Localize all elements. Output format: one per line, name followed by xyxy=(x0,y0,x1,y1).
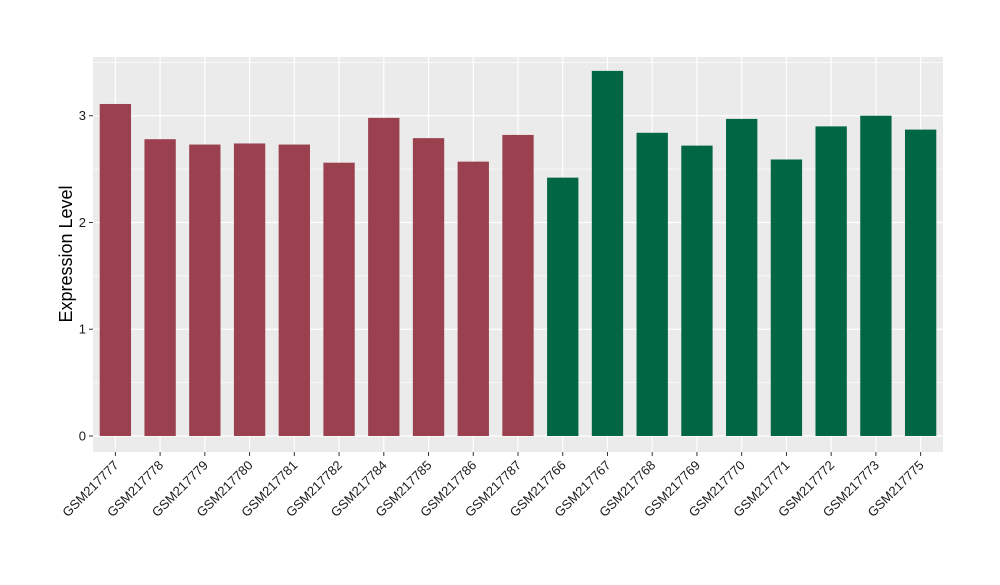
y-tick-label: 1 xyxy=(79,322,86,337)
bar xyxy=(368,117,400,436)
bar xyxy=(144,139,176,436)
bar xyxy=(636,132,668,436)
bar xyxy=(189,144,221,436)
bar xyxy=(412,138,445,436)
bar xyxy=(726,118,758,436)
bars xyxy=(99,70,937,436)
bar xyxy=(233,143,266,436)
y-axis-label: Expression Level xyxy=(56,185,76,322)
bar xyxy=(278,144,310,436)
bar xyxy=(457,161,489,436)
bar xyxy=(547,177,579,436)
y-tick-label: 0 xyxy=(79,428,86,443)
y-axis: 0 1 2 3 xyxy=(79,108,93,443)
bar xyxy=(770,159,803,436)
bar xyxy=(681,145,713,436)
bar xyxy=(904,129,937,436)
bar xyxy=(591,70,624,436)
bar xyxy=(502,134,534,436)
y-tick-label: 3 xyxy=(79,108,86,123)
bar xyxy=(99,103,132,436)
y-tick-label: 2 xyxy=(79,215,86,230)
bar xyxy=(815,126,847,436)
bar xyxy=(323,162,355,436)
x-axis: GSM217777GSM217778GSM217779GSM217780GSM2… xyxy=(59,452,927,520)
bar xyxy=(860,115,892,436)
